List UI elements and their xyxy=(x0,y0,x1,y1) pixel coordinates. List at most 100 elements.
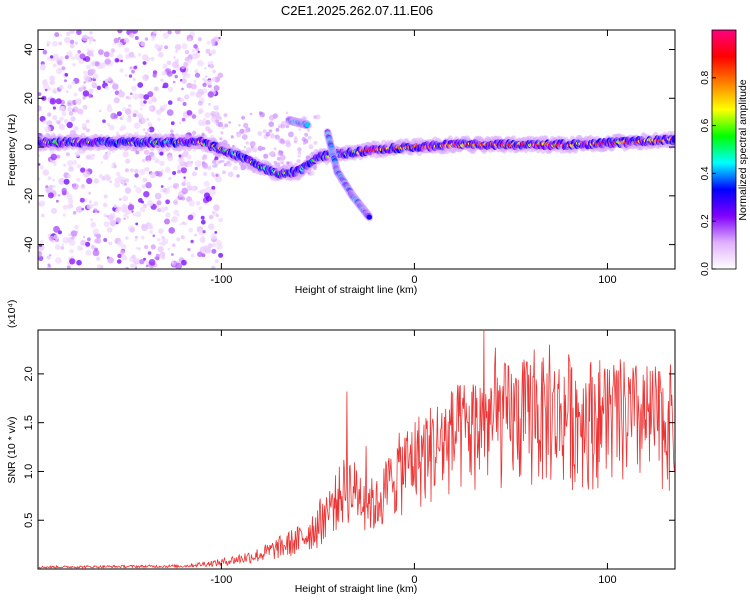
spectrogram-noise-point xyxy=(217,72,224,79)
spectrogram-noise-point xyxy=(146,200,154,207)
spectrogram-noise-point xyxy=(133,65,138,70)
spectrogram-noise-point xyxy=(121,244,127,250)
spectrogram-noise-point xyxy=(209,189,216,196)
spectrogram-noise-point xyxy=(107,256,114,264)
spectrogram-noise-point xyxy=(92,228,100,235)
spectrogram-noise-point xyxy=(86,64,91,70)
spectrogram-noise-point xyxy=(208,102,211,106)
spectrogram-noise-point xyxy=(209,64,215,69)
spectrogram-noise-point xyxy=(191,171,197,177)
spectrogram-noise-point xyxy=(315,114,321,120)
spectrogram-noise-point xyxy=(135,150,140,155)
spectrogram-noise-point xyxy=(71,81,76,85)
spectrogram-noise-point xyxy=(167,100,173,105)
spectrogram-noise-point xyxy=(38,163,41,166)
spectrogram-noise-point xyxy=(76,177,81,182)
spectrogram-noise-point xyxy=(211,185,216,190)
spectrogram-noise-point xyxy=(208,214,214,220)
spectrogram-noise-point xyxy=(139,258,145,265)
spectrogram-noise-point xyxy=(47,192,54,199)
spectrogram-noise-point xyxy=(85,168,89,171)
spectrogram-noise-point xyxy=(99,62,106,69)
spectrogram-noise-point xyxy=(181,259,187,266)
spectrogram-noise-point xyxy=(313,140,318,145)
snr-y-multiplier: (x10⁴) xyxy=(6,300,18,328)
spectrogram-noise-point xyxy=(147,251,152,255)
spectrogram-noise-point xyxy=(91,245,95,249)
spectrogram-noise-point xyxy=(66,31,71,36)
spectrogram-noise-point xyxy=(197,190,201,193)
spectrogram-noise-point xyxy=(50,55,54,59)
spectrogram-noise-point xyxy=(298,128,302,131)
spectrogram-noise-point xyxy=(129,32,135,38)
spectrogram-noise-point xyxy=(189,91,195,97)
spectrogram-noise-point xyxy=(127,204,135,211)
spectrogram-noise-point xyxy=(39,165,44,170)
spectrogram-noise-point xyxy=(76,259,82,266)
spectrogram-noise-point xyxy=(58,123,66,131)
spectrogram-noise-point xyxy=(197,100,203,106)
spectrogram-noise-point xyxy=(143,149,150,155)
spectrogram-noise-point xyxy=(63,163,66,167)
snr-panel: -100 0 100 0.5 1.0 1.5 2.0 Height of straight … xyxy=(6,300,676,595)
spectrogram-noise-point xyxy=(130,168,134,173)
spectrogram-noise-point xyxy=(162,82,169,89)
spectrogram-noise-point xyxy=(307,129,310,132)
spectrogram-noise-point xyxy=(139,168,146,176)
spectrogram-noise-point xyxy=(74,151,81,157)
spectrogram-noise-point xyxy=(190,83,197,90)
spectrogram-noise-point xyxy=(68,239,76,246)
spectrogram-noise-point xyxy=(162,63,168,69)
spectrogram-noise-point xyxy=(179,121,182,125)
spectrogram-noise-point xyxy=(105,151,108,155)
spectrogram-noise-point xyxy=(47,87,51,91)
spectrogram-noise-point xyxy=(67,173,72,179)
spectrogram-noise-point xyxy=(212,69,216,74)
spectrogram-noise-point xyxy=(207,84,212,88)
spectrogram-noise-point xyxy=(205,75,208,78)
spectrogram-noise-point xyxy=(96,85,102,91)
spectrogram-noise-point xyxy=(226,161,232,167)
spectrogram-noise-point xyxy=(141,224,149,232)
spectrogram-noise-point xyxy=(265,131,271,137)
spectrogram-noise-point xyxy=(88,200,93,204)
spectrogram-noise-point xyxy=(48,235,55,241)
spectrogram-noise-point xyxy=(211,159,217,165)
spectrogram-noise-point xyxy=(218,252,224,258)
spectrogram-noise-point xyxy=(181,87,184,91)
spectrogram-noise-point xyxy=(40,61,45,66)
spectrogram-noise-point xyxy=(135,246,139,250)
spectrogram-noise-point xyxy=(135,211,142,218)
spectrogram-noise-point xyxy=(85,154,91,160)
spectrogram-noise-point xyxy=(77,108,84,115)
spectrogram-noise-point xyxy=(276,156,281,161)
spectrogram-noise-point xyxy=(170,185,173,189)
spectrogram-y-label: Frequency (Hz) xyxy=(6,114,18,186)
spectrogram-noise-point xyxy=(148,99,153,105)
spectrogram-noise-point xyxy=(85,128,91,133)
spectrogram-noise-point xyxy=(194,72,201,78)
spectrogram-noise-point xyxy=(48,184,54,190)
spectrogram-noise-point xyxy=(210,49,217,55)
spectrogram-noise-point xyxy=(186,181,191,187)
spectrogram-noise-point xyxy=(150,244,156,250)
spectrogram-noise-point xyxy=(70,43,75,49)
spectrogram-noise-point xyxy=(202,154,208,159)
spectrogram-noise-point xyxy=(128,74,133,78)
spectrogram-noise-point xyxy=(114,165,117,169)
spectrogram-noise-point xyxy=(179,98,185,103)
spectrogram-noise-point xyxy=(77,50,81,54)
snr-series-line xyxy=(38,330,675,569)
spectrogram-noise-point xyxy=(187,214,194,221)
spectrogram-noise-point xyxy=(243,128,249,134)
spectrogram-noise-point xyxy=(156,171,163,177)
spectrogram-noise-point xyxy=(149,230,154,234)
spectrogram-noise-point xyxy=(191,52,199,60)
spectrogram-noise-point xyxy=(190,161,194,164)
spectrogram-noise-point xyxy=(90,61,96,67)
spectrogram-x-tick-label: 0 xyxy=(411,274,417,286)
spectrogram-noise-point xyxy=(193,149,196,152)
spectrogram-noise-point xyxy=(79,197,85,203)
spectrogram-noise-point xyxy=(114,181,121,188)
spectrogram-noise-point xyxy=(85,249,92,256)
